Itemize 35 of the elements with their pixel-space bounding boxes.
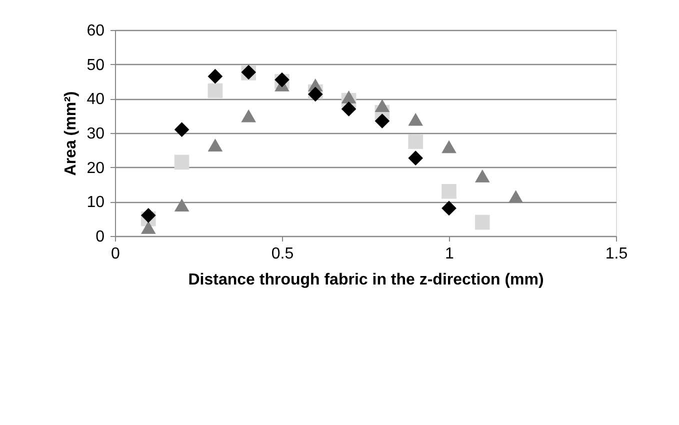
- point: [474, 214, 490, 230]
- point: [374, 99, 390, 112]
- point: [174, 154, 190, 170]
- y-tick-label: 10: [86, 194, 105, 212]
- x-tick-label: 1: [445, 246, 454, 262]
- point: [474, 169, 490, 182]
- point: [140, 220, 156, 234]
- point: [341, 90, 356, 104]
- point: [408, 134, 424, 149]
- point: [140, 208, 156, 223]
- point: [208, 83, 223, 98]
- y-tick-label: 60: [86, 22, 105, 40]
- y-tick-label: 40: [86, 91, 105, 108]
- x-tick-label: 1.5: [605, 246, 628, 262]
- point: [341, 102, 356, 116]
- point: [208, 68, 223, 84]
- point: [508, 190, 524, 203]
- point: [442, 200, 456, 216]
- point: [408, 150, 424, 166]
- point: [208, 138, 223, 152]
- y-tick-label: 0: [96, 228, 105, 246]
- point: [241, 109, 256, 122]
- x-tick-label: 0.5: [271, 246, 294, 262]
- x-tick-label: 0: [111, 246, 120, 262]
- y-tick-label: 50: [86, 56, 105, 74]
- point: [442, 184, 456, 199]
- point: [174, 122, 190, 137]
- point: [174, 198, 190, 212]
- point: [442, 140, 456, 154]
- y-axis-title: Area (mm²): [62, 91, 80, 176]
- point: [374, 114, 390, 128]
- y-tick-label: 20: [86, 160, 105, 177]
- point: [408, 112, 424, 126]
- x-axis-title: Distance through fabric in the z-direction (mm): [188, 272, 544, 288]
- y-tick-label: 30: [86, 126, 105, 142]
